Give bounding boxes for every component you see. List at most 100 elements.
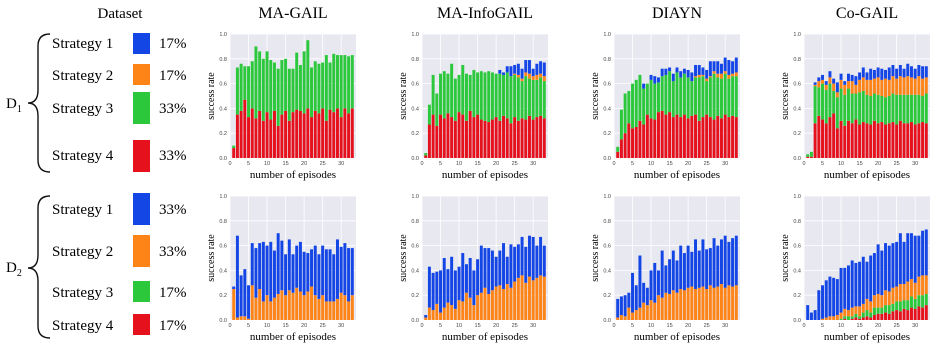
legend-panel: Dataset D1 Strategy 1 17% Strategy 2 17%… [6, 6, 187, 339]
strategy-label: Strategy 4 [52, 318, 114, 334]
bar-segment [347, 301, 351, 320]
bar-segment [902, 300, 906, 309]
bar-segment [542, 62, 546, 77]
bar-segment [843, 94, 847, 126]
bar-segment [858, 316, 862, 319]
bar-segment [276, 125, 280, 158]
bar-segment [913, 282, 917, 299]
bar-segment [310, 286, 314, 320]
bar-segment [891, 93, 895, 123]
x-tick-label: 25 [894, 161, 900, 167]
bar-segment [917, 306, 921, 320]
bar-segment [461, 65, 465, 115]
bar-segment [671, 73, 675, 82]
y-tick-label: 0.0 [793, 156, 801, 162]
bar-segment [887, 79, 891, 96]
bar-segment [642, 88, 646, 125]
strategy-swatch [133, 193, 150, 225]
bar-segment [424, 315, 428, 318]
bar-segment [731, 73, 735, 77]
bar-segment [712, 73, 716, 120]
x-axis-label: number of episodes [442, 331, 528, 343]
x-tick-label: 30 [338, 323, 344, 329]
bar-segment [542, 76, 546, 82]
bar-segment [843, 318, 847, 320]
x-tick-label: 20 [493, 323, 499, 329]
bar-segment [902, 68, 906, 78]
x-tick-label: 20 [875, 323, 881, 329]
y-tick-label: 0.4 [219, 268, 227, 274]
bar-segment [731, 61, 735, 74]
bar-segment [295, 52, 299, 110]
bar-segment [876, 293, 880, 308]
bar-segment [727, 117, 731, 158]
x-tick-label: 15 [857, 161, 863, 167]
x-tick-label: 5 [631, 323, 634, 329]
bar-segment [232, 289, 236, 320]
legend-row: Strategy 2 17% [52, 64, 187, 85]
bar-segment [668, 293, 672, 320]
bar-segment [906, 233, 910, 282]
bar-segment [516, 74, 520, 78]
bar-segment [487, 248, 491, 294]
bar-segment [891, 122, 895, 158]
bar-segment [846, 81, 850, 89]
dataset-label-d1: D1 [6, 96, 22, 115]
bar-segment [668, 67, 672, 72]
bar-segment [664, 68, 668, 75]
bar-segment [682, 114, 686, 158]
bar-segment [347, 248, 351, 302]
bar-segment [306, 40, 310, 109]
bar-segment [343, 55, 347, 109]
x-tick-label: 20 [685, 323, 691, 329]
bar-segment [719, 63, 723, 74]
bar-segment [694, 239, 698, 289]
bar-segment [869, 312, 873, 318]
bar-segment [490, 250, 494, 291]
bar-segment [269, 241, 273, 302]
y-axis-label: success rate [780, 72, 791, 120]
bar-segment [250, 285, 254, 320]
bar-segment [464, 120, 468, 158]
bar-segment [539, 115, 543, 158]
bar-segment [472, 69, 476, 118]
bar-segment [869, 79, 873, 96]
bar-segment [339, 292, 343, 320]
bar-segment [895, 94, 899, 125]
x-tick-label: 20 [875, 161, 881, 167]
x-tick-label: 30 [722, 161, 728, 167]
bar-segment [531, 79, 535, 120]
bar-segment [472, 305, 476, 320]
bar-segment [509, 244, 513, 288]
x-axis-label: number of episodes [442, 169, 528, 181]
x-tick-label: 0 [802, 323, 805, 329]
strategy-percent: 17% [159, 36, 187, 52]
y-tick-label: 0.2 [603, 293, 611, 299]
bar-segment [439, 270, 443, 313]
bar-segment [858, 306, 862, 317]
bar-segment [924, 77, 928, 94]
bar-segment [284, 58, 288, 111]
bar-segment [664, 74, 668, 115]
bar-segment [634, 127, 638, 158]
bar-segment [332, 254, 336, 302]
x-tick-label: 20 [301, 161, 307, 167]
bar-segment [895, 310, 899, 320]
bar-segment [446, 73, 450, 114]
chart-panel: 0 5 10 15 20 25 30 0.0 0.2 0.4 0.6 0.8 1.0 number of … [780, 194, 930, 343]
bar-segment [324, 249, 328, 302]
bar-segment [872, 307, 876, 316]
bar-segment [313, 61, 317, 111]
bar-segment [887, 96, 891, 124]
bar-segment [887, 245, 891, 292]
bar-segment [846, 120, 850, 158]
bar-segment [694, 114, 698, 158]
bar-segment [861, 312, 865, 318]
chart-panel: 0 5 10 15 20 25 30 0.0 0.2 0.4 0.6 0.8 1.0 number of … [780, 5, 930, 181]
bar-segment [898, 311, 902, 320]
brace-d2 [27, 195, 51, 339]
bar-segment [531, 119, 535, 158]
bar-segment [298, 291, 302, 320]
bar-segment [898, 284, 902, 302]
bar-segment [513, 117, 517, 158]
